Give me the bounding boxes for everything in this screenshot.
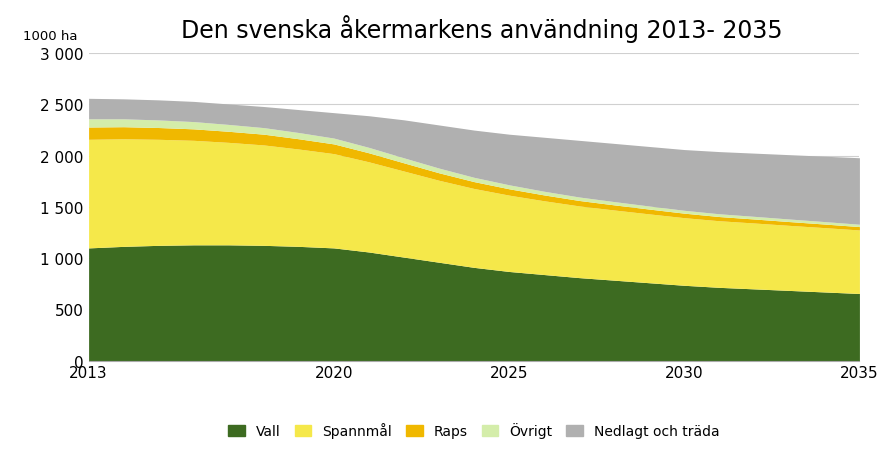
Text: Den svenska åkermarkens användning 2013- 2035: Den svenska åkermarkens användning 2013-… [181,14,782,42]
Text: 1000 ha: 1000 ha [23,30,78,42]
Legend: Vall, Spannmål, Raps, Övrigt, Nedlagt och träda: Vall, Spannmål, Raps, Övrigt, Nedlagt oc… [222,417,726,444]
